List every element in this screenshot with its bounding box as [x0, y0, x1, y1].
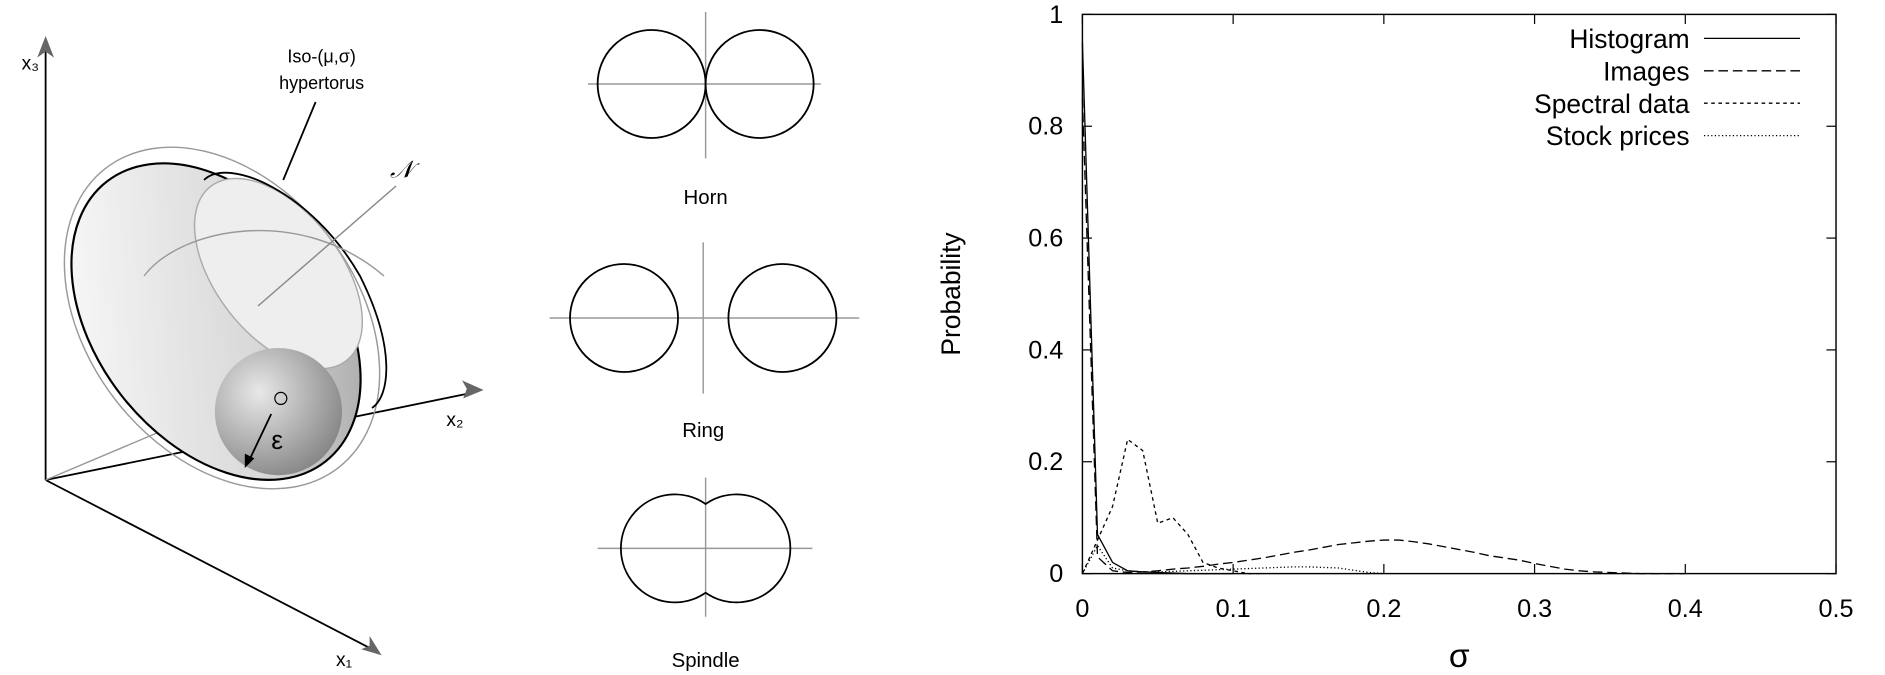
section-label: Ring	[682, 420, 724, 442]
y-tick-label: 0.4	[1028, 336, 1063, 364]
x-tick-label: 0.2	[1366, 595, 1401, 623]
y-axis-title: Probability	[936, 232, 966, 356]
arrowhead	[37, 36, 55, 58]
torus-label: hypertorus	[279, 73, 364, 93]
x-tick-label: 0.4	[1668, 595, 1703, 623]
x-tick-label: 0.1	[1216, 595, 1251, 623]
axis	[45, 479, 375, 652]
x-tick-label: 0.5	[1819, 595, 1854, 623]
arrowhead	[244, 453, 255, 468]
legend-label: Spectral data	[1534, 89, 1690, 119]
torus-hole	[193, 177, 364, 370]
axis-label: x₂	[446, 410, 463, 431]
radius-label: ε	[271, 425, 283, 455]
section-label: Horn	[684, 187, 728, 209]
plot-frame	[1081, 13, 1837, 575]
section-circle	[620, 493, 792, 604]
callout	[282, 101, 317, 181]
legend-label: Images	[1603, 56, 1690, 86]
radius-arrow	[247, 413, 273, 463]
axis-label: x₃	[22, 54, 39, 75]
x-tick-label: 0	[1075, 595, 1089, 623]
y-tick-label: 0.6	[1028, 224, 1063, 252]
sphere	[214, 348, 343, 476]
axis-label: x₁	[336, 650, 352, 671]
legend-label: Histogram	[1569, 24, 1689, 54]
arrowhead	[462, 380, 484, 399]
legend-label: Stock prices	[1546, 121, 1690, 151]
series-line	[1081, 42, 1234, 575]
series-line	[1081, 98, 1686, 575]
section-circle	[727, 263, 838, 373]
y-tick-label: 0.8	[1028, 113, 1063, 141]
torus-label: Iso-(μ,σ)	[287, 46, 355, 66]
x-axis-title: σ	[1449, 638, 1470, 675]
torus-line	[143, 229, 385, 277]
centre	[274, 391, 288, 405]
y-tick-label: 0.2	[1028, 448, 1063, 476]
torus-diagram: x₃ x₂ x₁ Iso-(μ,σ) hypertorus 𝒩 ε	[22, 36, 484, 671]
section-label: Spindle	[672, 650, 740, 672]
arrowhead	[361, 636, 382, 656]
section-circle	[704, 29, 815, 139]
y-tick-label: 1	[1049, 1, 1063, 29]
series-line	[1081, 438, 1264, 575]
cross-sections: Horn Ring Spindle	[549, 12, 860, 672]
chart: σ Probability 0 0.1 0.2 0.3 0.4 0.5 0 0.2 0.4 0.6…	[936, 1, 1854, 675]
manifold-label: 𝒩	[390, 157, 420, 184]
iso-curve	[203, 171, 388, 409]
y-tick-label: 0	[1049, 560, 1063, 588]
section-circle	[569, 263, 679, 373]
manifold-line	[257, 185, 397, 307]
x-tick-label: 0.3	[1517, 595, 1552, 623]
